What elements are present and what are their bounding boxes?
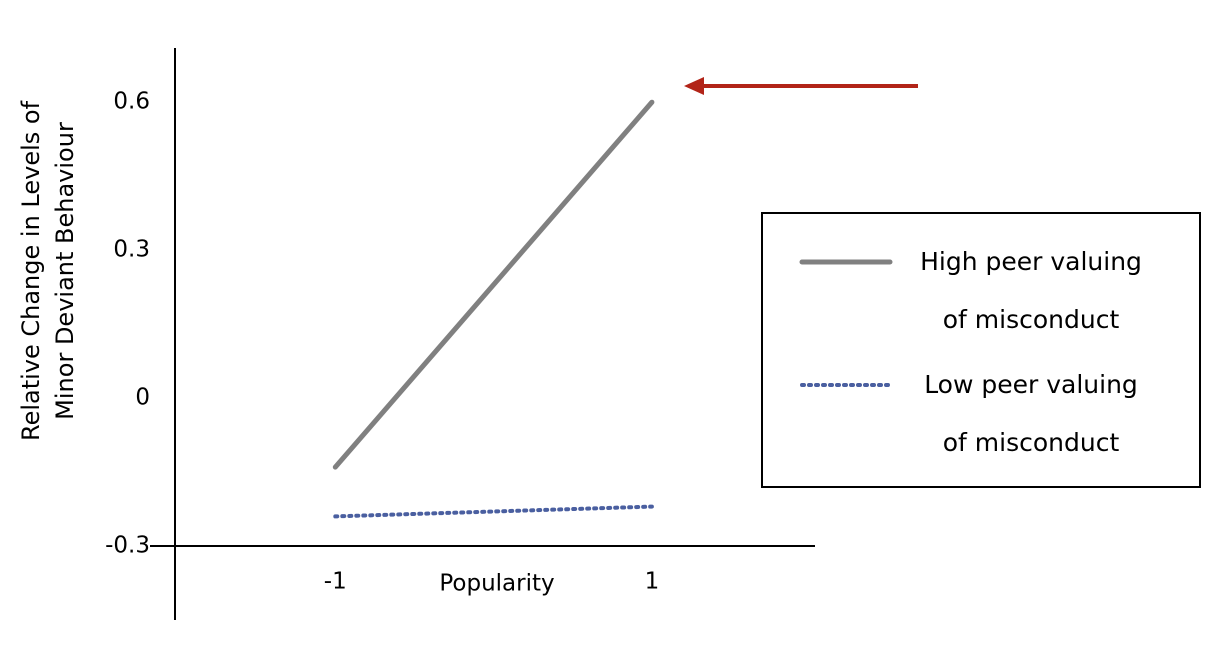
- y-axis-title: Relative Change in Levels of Minor Devia…: [17, 100, 79, 442]
- arrow-head: [684, 77, 704, 95]
- data-line: [332, 99, 655, 470]
- y-tick-label: -0.3: [105, 533, 150, 559]
- legend-label: Low peer valuing of misconduct: [924, 370, 1138, 457]
- y-tick-label: 0.3: [113, 237, 150, 263]
- y-tick-label: 0.6: [113, 89, 150, 115]
- data-line: [333, 504, 654, 519]
- legend-label: High peer valuing of misconduct: [920, 247, 1142, 334]
- y-tick-label: 0: [135, 385, 150, 411]
- x-tick-label: -1: [324, 569, 347, 595]
- legend-box: [761, 212, 1201, 488]
- x-axis-title: Popularity: [439, 571, 554, 597]
- x-tick-label: 1: [645, 569, 660, 595]
